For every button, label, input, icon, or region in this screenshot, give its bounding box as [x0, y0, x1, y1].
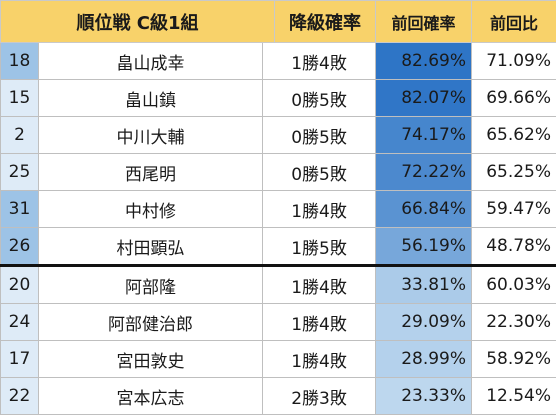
rank-cell: 25	[1, 154, 39, 191]
previous-rate: 22.30%	[472, 304, 556, 341]
relegation-rate: 56.19%	[376, 228, 472, 266]
record-cell: 1勝4敗	[263, 304, 376, 341]
rank-cell: 22	[1, 378, 39, 415]
col-header-diff: 前回比	[472, 1, 556, 43]
record-cell: 1勝4敗	[263, 43, 376, 80]
previous-rate: 69.66%	[472, 80, 556, 117]
record-cell: 1勝4敗	[263, 191, 376, 228]
relegation-rate: 28.99%	[376, 341, 472, 378]
record-cell: 0勝5敗	[263, 80, 376, 117]
relegation-rate: 23.33%	[376, 378, 472, 415]
relegation-rate: 33.81%	[376, 266, 472, 304]
previous-rate: 65.62%	[472, 117, 556, 154]
previous-rate: 71.09%	[472, 43, 556, 80]
header-row: 順位戦 C級1組 降級確率 前回確率 前回比	[1, 1, 556, 43]
relegation-rate: 29.09%	[376, 304, 472, 341]
rank-cell: 31	[1, 191, 39, 228]
player-name: 宮本広志	[39, 378, 263, 415]
previous-rate: 58.92%	[472, 341, 556, 378]
col-header-rate: 降級確率	[275, 1, 376, 43]
record-cell: 1勝4敗	[263, 266, 376, 304]
player-name: 西尾明	[39, 154, 263, 191]
rank-cell: 26	[1, 228, 39, 266]
relegation-rate: 82.69%	[376, 43, 472, 80]
rank-cell: 17	[1, 341, 39, 378]
player-name: 中川大輔	[39, 117, 263, 154]
relegation-rate: 72.22%	[376, 154, 472, 191]
rank-cell: 20	[1, 266, 39, 304]
player-name: 畠山鎮	[39, 80, 263, 117]
relegation-rate: 82.07%	[376, 80, 472, 117]
player-name: 阿部隆	[39, 266, 263, 304]
player-name: 阿部健治郎	[39, 304, 263, 341]
previous-rate: 59.47%	[472, 191, 556, 228]
record-cell: 1勝5敗	[263, 228, 376, 266]
relegation-rate: 74.17%	[376, 117, 472, 154]
player-name: 中村修	[39, 191, 263, 228]
previous-rate: 65.25%	[472, 154, 556, 191]
previous-rate: 48.78%	[472, 228, 556, 266]
player-name: 村田顕弘	[39, 228, 263, 266]
previous-rate: 12.54%	[472, 378, 556, 415]
relegation-rate: 66.84%	[376, 191, 472, 228]
rank-cell: 2	[1, 117, 39, 154]
rank-cell: 24	[1, 304, 39, 341]
table-title: 順位戦 C級1組	[1, 1, 275, 43]
record-cell: 0勝5敗	[263, 117, 376, 154]
record-cell: 0勝5敗	[263, 154, 376, 191]
rank-cell: 18	[1, 43, 39, 80]
previous-rate: 60.03%	[472, 266, 556, 304]
col-header-prev: 前回確率	[376, 1, 472, 43]
player-name: 畠山成幸	[39, 43, 263, 80]
rank-cell: 15	[1, 80, 39, 117]
record-cell: 2勝3敗	[263, 378, 376, 415]
record-cell: 1勝4敗	[263, 341, 376, 378]
player-name: 宮田敦史	[39, 341, 263, 378]
